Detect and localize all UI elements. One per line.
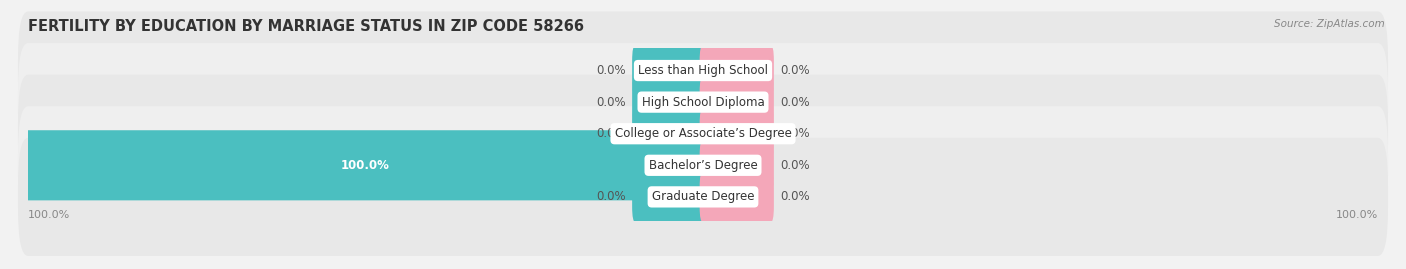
Text: 0.0%: 0.0% xyxy=(596,95,626,109)
FancyBboxPatch shape xyxy=(18,75,1388,193)
Text: Source: ZipAtlas.com: Source: ZipAtlas.com xyxy=(1274,19,1385,29)
FancyBboxPatch shape xyxy=(633,140,706,191)
Text: 0.0%: 0.0% xyxy=(780,190,810,203)
Text: 0.0%: 0.0% xyxy=(596,64,626,77)
Text: High School Diploma: High School Diploma xyxy=(641,95,765,109)
FancyBboxPatch shape xyxy=(700,171,773,222)
Text: 0.0%: 0.0% xyxy=(596,127,626,140)
Text: College or Associate’s Degree: College or Associate’s Degree xyxy=(614,127,792,140)
Text: 100.0%: 100.0% xyxy=(342,159,389,172)
FancyBboxPatch shape xyxy=(700,45,773,96)
Text: FERTILITY BY EDUCATION BY MARRIAGE STATUS IN ZIP CODE 58266: FERTILITY BY EDUCATION BY MARRIAGE STATU… xyxy=(28,19,583,34)
Text: 0.0%: 0.0% xyxy=(780,95,810,109)
FancyBboxPatch shape xyxy=(700,108,773,159)
FancyBboxPatch shape xyxy=(18,138,1388,256)
FancyBboxPatch shape xyxy=(700,140,773,191)
Text: 0.0%: 0.0% xyxy=(780,127,810,140)
Text: Graduate Degree: Graduate Degree xyxy=(652,190,754,203)
Text: Less than High School: Less than High School xyxy=(638,64,768,77)
FancyBboxPatch shape xyxy=(633,77,706,128)
Text: 100.0%: 100.0% xyxy=(1336,210,1378,220)
FancyBboxPatch shape xyxy=(633,171,706,222)
FancyBboxPatch shape xyxy=(633,108,706,159)
Text: 0.0%: 0.0% xyxy=(780,159,810,172)
FancyBboxPatch shape xyxy=(633,45,706,96)
FancyBboxPatch shape xyxy=(18,106,1388,224)
FancyBboxPatch shape xyxy=(18,12,1388,130)
Text: Bachelor’s Degree: Bachelor’s Degree xyxy=(648,159,758,172)
FancyBboxPatch shape xyxy=(700,77,773,128)
Text: 0.0%: 0.0% xyxy=(780,64,810,77)
FancyBboxPatch shape xyxy=(22,130,709,200)
FancyBboxPatch shape xyxy=(18,43,1388,161)
Text: 100.0%: 100.0% xyxy=(28,210,70,220)
Text: 0.0%: 0.0% xyxy=(596,190,626,203)
